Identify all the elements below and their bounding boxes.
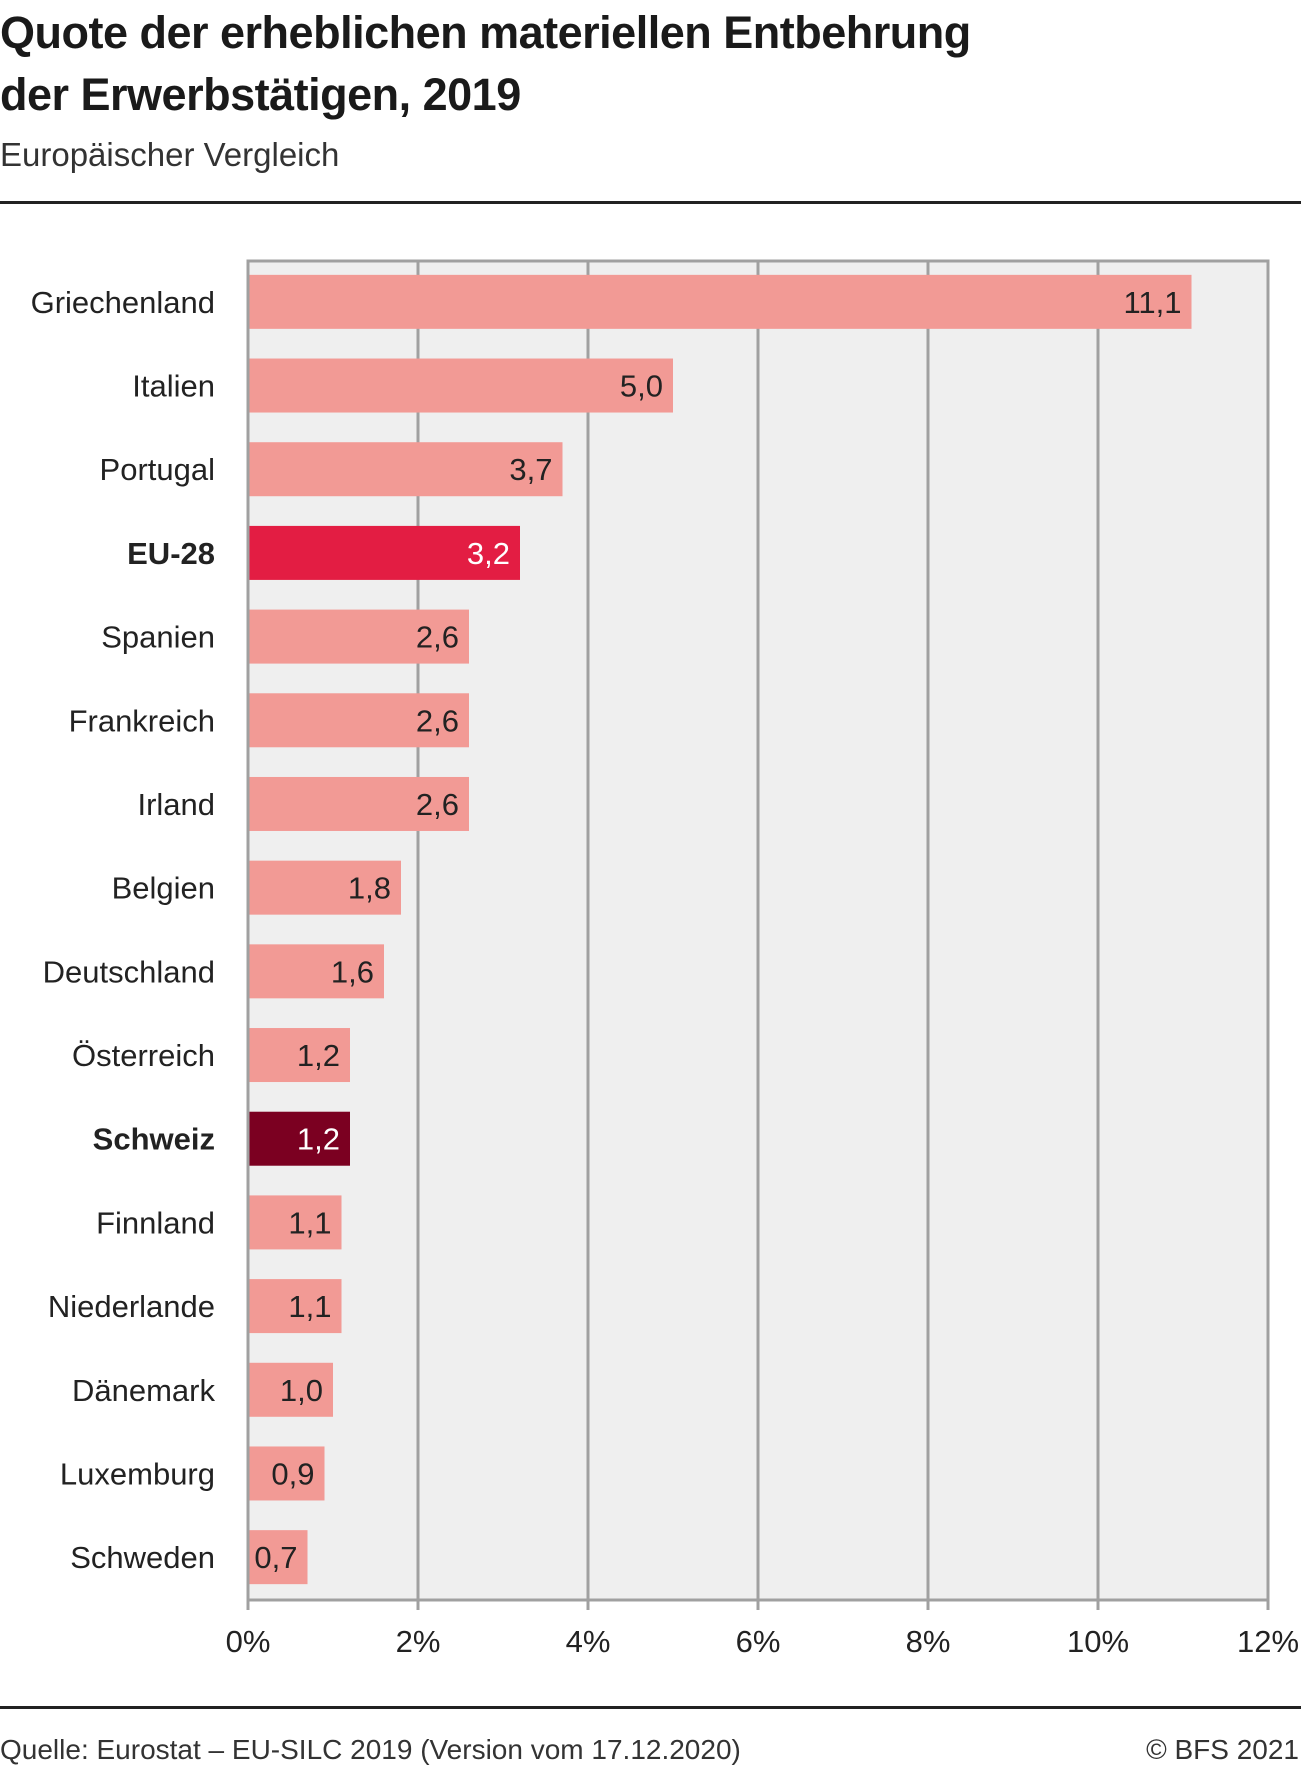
x-tick-label: 0% (226, 1624, 271, 1659)
category-label: Griechenland (31, 285, 215, 320)
value-label: 1,2 (297, 1122, 340, 1157)
value-label: 2,6 (416, 620, 459, 655)
bar-finnland (248, 1195, 342, 1250)
x-tick-label: 10% (1067, 1624, 1129, 1659)
category-label: Belgien (112, 871, 215, 906)
bar-irland (248, 776, 469, 831)
category-label: Deutschland (43, 954, 215, 989)
value-label: 0,7 (254, 1540, 297, 1575)
bottom-divider (0, 1706, 1301, 1709)
x-tick-label: 6% (736, 1624, 781, 1659)
bar-schweiz (248, 1111, 350, 1166)
bar-spanien (248, 609, 469, 664)
bar-eu-28 (248, 525, 520, 580)
chart-subtitle: Europäischer Vergleich (0, 136, 340, 173)
x-tick-label: 4% (566, 1624, 611, 1659)
x-tick-label: 8% (906, 1624, 951, 1659)
x-tick-label: 2% (396, 1624, 441, 1659)
value-label: 3,7 (509, 452, 552, 487)
bar-italien (248, 358, 673, 413)
chart-title-line-2: der Erwerbstätigen, 2019 (0, 69, 521, 120)
bar-belgien (248, 860, 401, 915)
category-label: Finnland (96, 1205, 215, 1240)
bar--sterreich (248, 1028, 350, 1083)
category-label: Frankreich (69, 703, 215, 738)
chart-title-line-1: Quote der erheblichen materiellen Entbeh… (0, 7, 971, 58)
category-label: Schweiz (93, 1122, 215, 1157)
category-label: Spanien (101, 620, 215, 655)
bar-niederlande (248, 1279, 342, 1334)
copyright-note: © BFS 2021 (1146, 1734, 1299, 1765)
category-label: Dänemark (72, 1373, 215, 1408)
chart-title: Quote der erheblichen materiellen Entbeh… (0, 2, 1290, 126)
value-label: 1,2 (297, 1038, 340, 1073)
category-label: Österreich (72, 1038, 215, 1073)
category-label: Schweden (70, 1540, 215, 1575)
bar-d-nemark (248, 1362, 333, 1417)
category-label: Niederlande (48, 1289, 215, 1324)
category-label: EU-28 (127, 536, 215, 571)
bar-deutschland (248, 944, 384, 999)
x-tick-label: 12% (1237, 1624, 1299, 1659)
category-label: Luxemburg (60, 1456, 215, 1491)
value-label: 1,0 (280, 1373, 323, 1408)
value-label: 11,1 (1123, 285, 1181, 320)
category-label: Italien (132, 369, 215, 404)
bar-portugal (248, 442, 563, 497)
value-label: 2,6 (416, 703, 459, 738)
value-label: 1,8 (348, 871, 391, 906)
value-label: 3,2 (467, 536, 510, 571)
value-label: 1,1 (288, 1205, 331, 1240)
source-note: Quelle: Eurostat – EU-SILC 2019 (Version… (0, 1734, 741, 1765)
value-label: 1,6 (331, 954, 374, 989)
category-label: Portugal (100, 452, 215, 487)
bar-schweden (248, 1530, 308, 1585)
category-label: Irland (137, 787, 215, 822)
value-label: 2,6 (416, 787, 459, 822)
value-label: 5,0 (620, 369, 663, 404)
bar-chart: 11,1 Griechenland 5,0 Italien 3,7 Portugal 3,2… (31, 259, 1299, 1659)
value-label: 0,9 (271, 1456, 314, 1491)
bar-frankreich (248, 693, 469, 748)
bar-griechenland (248, 274, 1192, 329)
bar-luxemburg (248, 1446, 325, 1501)
top-divider (0, 201, 1301, 204)
value-label: 1,1 (288, 1289, 331, 1324)
